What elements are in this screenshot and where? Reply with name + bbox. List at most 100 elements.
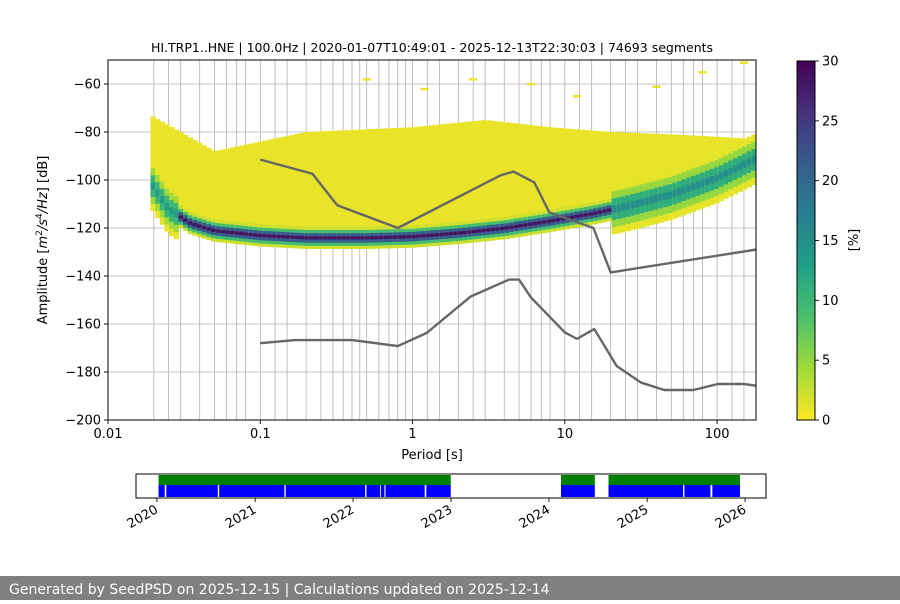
ppsd-bin-column: [527, 124, 534, 229]
ppsd-mode-bin: [201, 228, 207, 233]
ppsd-mode-bin: [378, 245, 384, 249]
ppsd-bin-column: [257, 141, 263, 238]
ppsd-mode-bin: [234, 234, 240, 238]
ppsd-mode-bin: [383, 238, 389, 243]
ppsd-mode-bin: [616, 225, 622, 234]
ppsd-mode-bin: [476, 238, 482, 243]
ppsd-mode-bin: [625, 202, 631, 210]
ppsd-bin-column: [401, 127, 408, 241]
ppsd-mode-bin: [457, 240, 464, 244]
ppsd-mode-bin: [704, 163, 711, 171]
ppsd-mode-bin: [490, 218, 496, 222]
ppsd-mode-bin: [164, 180, 170, 189]
ppsd-mode-bin: [397, 228, 403, 233]
ppsd-mode-bin: [401, 241, 408, 245]
ppsd-mode-bin: [388, 241, 394, 246]
ppsd-mode-bin: [667, 212, 673, 221]
ppsd-mode-bin: [728, 181, 734, 190]
ppsd-mode-bin: [280, 231, 287, 236]
ppsd-mode-bin: [439, 232, 445, 237]
ppsd-mode-bin: [401, 244, 408, 249]
ppsd-mode-bin: [751, 163, 756, 171]
ppsd-mode-bin: [620, 210, 627, 218]
ppsd-mode-bin: [150, 160, 156, 169]
ppsd-mode-bin: [271, 231, 277, 235]
ppsd-bin-column: [187, 137, 193, 222]
ppsd-mode-bin: [299, 245, 305, 249]
ppsd-mode-bin: [555, 211, 561, 215]
ppsd-mode-bin: [718, 179, 724, 187]
timeline-available-bar: [158, 475, 451, 485]
ppsd-mode-bin: [648, 174, 655, 182]
ppsd-mode-bin: [476, 222, 482, 227]
ppsd-mode-bin: [616, 197, 622, 205]
ppsd-mode-bin: [462, 240, 468, 244]
ppsd-mode-bin: [374, 235, 380, 240]
ppsd-mode-bin: [211, 234, 217, 239]
ppsd-mode-bin: [262, 237, 268, 241]
ppsd-mode-bin: [704, 199, 711, 207]
ppsd-mode-bin: [527, 228, 534, 233]
ppsd-mode-bin: [173, 224, 179, 232]
ppsd-mode-bin: [504, 222, 510, 227]
ppsd-mode-bin: [290, 244, 296, 249]
ppsd-mode-bin: [709, 190, 715, 198]
ppsd-mode-bin: [439, 235, 445, 240]
ppsd-mode-bin: [318, 245, 324, 249]
ppsd-mode-bin: [644, 204, 650, 212]
ppsd-bin-column: [560, 128, 566, 225]
ppsd-mode-bin: [504, 235, 510, 239]
ppsd-mode-bin: [220, 223, 226, 227]
ppsd-mode-bin: [397, 238, 403, 242]
ppsd-mode-bin: [630, 215, 636, 223]
ppsd-mode-bin: [704, 156, 711, 164]
colorbar: 0 5 10 15 20 25 30 [%]: [796, 55, 862, 429]
ppsd-mode-bin: [467, 230, 473, 234]
ppsd-bin-column: [392, 127, 398, 241]
ppsd-bin-column: [369, 129, 375, 243]
timeline-tick-label: 2023: [419, 502, 455, 532]
colorbar-tick-label: 20: [822, 174, 839, 189]
ppsd-mode-bin: [751, 148, 756, 157]
ppsd-mode-bin: [313, 232, 319, 237]
ppsd-mode-bin: [308, 242, 315, 246]
ppsd-mode-bin: [211, 228, 217, 232]
ppsd-mode-bin: [453, 228, 459, 232]
ppsd-mode-bin: [672, 196, 678, 205]
ppsd-bin-column: [234, 146, 240, 235]
ppsd-mode-bin: [746, 165, 752, 173]
ppsd-mode-bin: [360, 232, 366, 237]
ppsd-mode-bin: [630, 186, 636, 195]
ppsd-mode-bin: [360, 236, 366, 240]
ppsd-mode-bin: [276, 228, 282, 232]
ppsd-mode-bin: [481, 234, 487, 239]
ppsd-mode-bin: [616, 189, 622, 198]
ppsd-mode-bin: [718, 157, 724, 166]
ppsd-mode-bin: [574, 214, 580, 219]
ppsd-mode-bin: [597, 219, 603, 224]
ppsd-bin-column: [551, 127, 557, 226]
ppsd-mode-bin: [448, 238, 454, 242]
ppsd-mode-bin: [551, 228, 557, 232]
ppsd-mode-bin: [276, 231, 282, 235]
ppsd-mode-bin: [350, 236, 357, 240]
ppsd-mode-bin: [737, 162, 743, 171]
ppsd-mode-bin: [206, 220, 212, 225]
ppsd-mode-bin: [401, 235, 408, 239]
ppsd-mode-bin: [690, 189, 697, 198]
timeline-processed-bar: [380, 485, 385, 497]
ppsd-mode-bin: [509, 231, 515, 236]
ppsd-mode-bin: [457, 237, 464, 241]
ppsd-mode-bin: [415, 224, 422, 229]
ppsd-mode-bin: [299, 226, 305, 230]
ppsd-mode-bin: [229, 221, 235, 225]
ppsd-mode-bin: [518, 233, 524, 237]
ppsd-mode-bin: [499, 226, 506, 231]
ppsd-mode-bin: [462, 224, 468, 228]
ppsd-mode-bin: [397, 235, 403, 239]
ppsd-mode-bin: [611, 183, 617, 192]
ppsd-mode-bin: [192, 213, 198, 217]
ppsd-mode-bin: [425, 236, 431, 241]
ppsd-mode-bin: [667, 169, 673, 178]
ppsd-bin-column: [220, 149, 226, 234]
